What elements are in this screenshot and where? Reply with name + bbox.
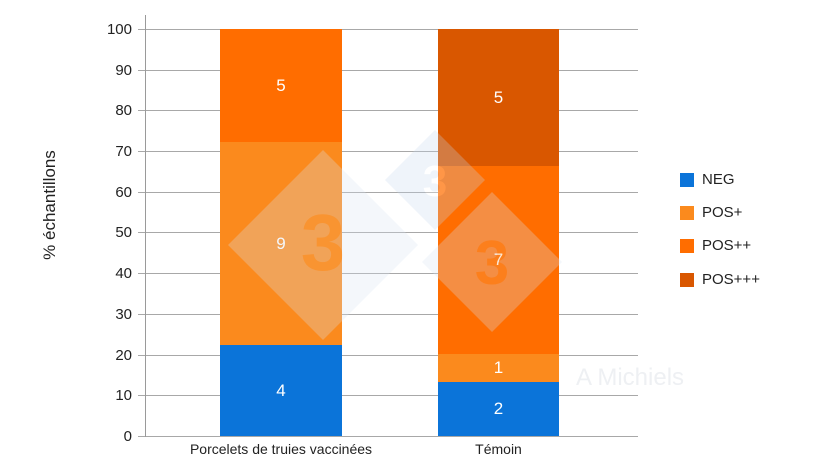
legend-label: POS+++: [702, 271, 760, 288]
legend-swatch: [680, 172, 694, 187]
y-tick-label: 50: [115, 224, 132, 241]
y-tick-label: 40: [115, 265, 132, 282]
y-axis-line: [145, 15, 146, 437]
segment-value: 7: [494, 250, 503, 270]
y-tick-label: 20: [115, 347, 132, 364]
watermark-logo-icon: 3: [422, 192, 562, 332]
legend-swatch: [680, 205, 694, 220]
svg-text:3: 3: [301, 198, 346, 287]
gridline-60: [138, 192, 638, 193]
bar-vaccinated-pos2: 5: [220, 29, 342, 142]
svg-text:3: 3: [423, 157, 447, 206]
legend-item-neg: NEG: [680, 171, 735, 188]
legend-item-pos2: POS++: [680, 237, 751, 254]
gridline-90: [138, 70, 638, 71]
bar-control-pos3: 5: [438, 29, 559, 166]
x-category-label: Porcelets de truies vaccinées: [189, 441, 373, 457]
segment-value: 9: [276, 234, 285, 254]
legend-label: POS+: [702, 204, 743, 221]
y-tick-label: 10: [115, 387, 132, 404]
y-tick-label: 30: [115, 306, 132, 323]
y-tick-label: 90: [115, 62, 132, 79]
gridline-10: [138, 395, 638, 396]
gridline-70: [138, 151, 638, 152]
y-tick-label: 80: [115, 102, 132, 119]
legend-label: NEG: [702, 171, 735, 188]
x-category-label: Témoin: [475, 441, 522, 457]
segment-value: 4: [276, 380, 286, 400]
segment-value: 1: [493, 358, 504, 377]
segment-value: 5: [276, 75, 286, 95]
bar-control-pos1: 1: [438, 354, 559, 382]
gridline-0: [138, 436, 638, 437]
segment-value: 5: [493, 87, 504, 107]
watermark-text: A Michiels: [576, 364, 685, 391]
y-axis-title: % échantillons: [40, 150, 59, 260]
bar-vaccinated-pos1: 9: [220, 142, 342, 345]
y-tick-label: 0: [123, 428, 132, 445]
svg-text:3: 3: [475, 229, 509, 298]
y-tick-label: 70: [115, 143, 132, 160]
gridline-20: [138, 355, 638, 356]
bar-vaccinated-neg: 4: [220, 345, 342, 436]
y-tick-label: 60: [115, 184, 132, 201]
gridline-80: [138, 110, 638, 111]
legend-label: POS++: [702, 237, 752, 254]
legend-swatch: [680, 272, 694, 287]
segment-value: 2: [493, 399, 504, 418]
legend-item-pos3: POS+++: [680, 271, 760, 288]
legend-swatch: [680, 238, 694, 253]
watermark-logo-icon: 3: [228, 150, 418, 340]
y-tick-label: 100: [106, 21, 132, 38]
bar-control-neg: 2: [438, 382, 559, 436]
gridline-40: [138, 273, 638, 274]
legend-item-pos1: POS+: [680, 204, 742, 221]
gridline-30: [138, 314, 638, 315]
gridline-100: [138, 29, 638, 30]
gridline-50: [138, 232, 638, 233]
bar-control-pos2: 7: [438, 166, 559, 354]
watermark-logo-icon: 3: [385, 130, 485, 230]
